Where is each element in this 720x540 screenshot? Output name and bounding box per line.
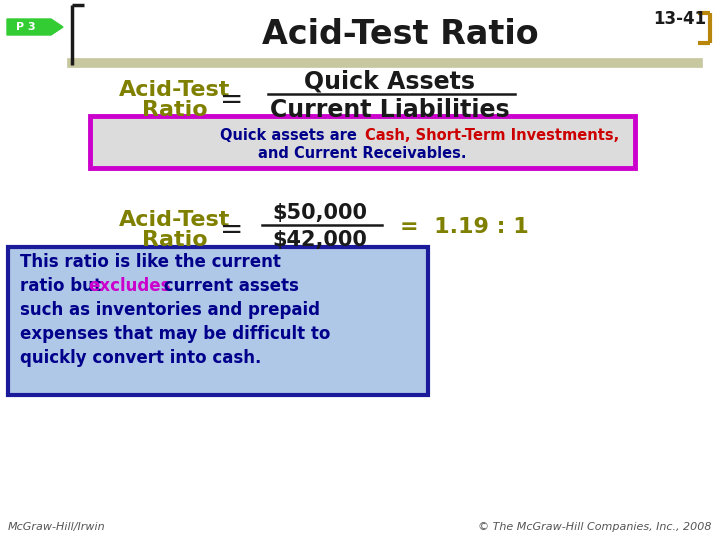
Text: Ratio: Ratio bbox=[142, 230, 208, 250]
Text: quickly convert into cash.: quickly convert into cash. bbox=[20, 349, 261, 367]
Text: $42,000: $42,000 bbox=[273, 230, 367, 250]
Text: Cash, Short-Term Investments,: Cash, Short-Term Investments, bbox=[365, 129, 619, 144]
Text: Quick assets are: Quick assets are bbox=[220, 129, 362, 144]
Text: 13-41: 13-41 bbox=[653, 10, 706, 28]
Bar bbox=[90, 116, 635, 168]
Text: $50,000: $50,000 bbox=[272, 203, 367, 223]
Text: =  1.19 : 1: = 1.19 : 1 bbox=[400, 217, 528, 237]
Text: ratio but: ratio but bbox=[20, 277, 107, 295]
Text: excludes: excludes bbox=[88, 277, 171, 295]
Text: current assets: current assets bbox=[158, 277, 299, 295]
Text: P 3: P 3 bbox=[16, 22, 36, 32]
Text: expenses that may be difficult to: expenses that may be difficult to bbox=[20, 325, 330, 343]
Text: Quick Assets: Quick Assets bbox=[305, 70, 475, 94]
Text: Current Liabilities: Current Liabilities bbox=[270, 98, 510, 122]
FancyArrow shape bbox=[7, 19, 63, 35]
Text: =: = bbox=[220, 86, 243, 114]
Text: © The McGraw-Hill Companies, Inc., 2008: © The McGraw-Hill Companies, Inc., 2008 bbox=[479, 522, 712, 532]
Text: This ratio is like the current: This ratio is like the current bbox=[20, 253, 281, 271]
Bar bbox=[8, 247, 428, 395]
Text: Acid-Test Ratio: Acid-Test Ratio bbox=[261, 18, 539, 51]
Text: Ratio: Ratio bbox=[142, 100, 208, 120]
Text: Acid-Test: Acid-Test bbox=[120, 210, 230, 230]
Text: and Current Receivables.: and Current Receivables. bbox=[258, 146, 467, 161]
Text: McGraw-Hill/Irwin: McGraw-Hill/Irwin bbox=[8, 522, 106, 532]
Text: =: = bbox=[220, 216, 243, 244]
Text: Acid-Test: Acid-Test bbox=[120, 80, 230, 100]
Text: such as inventories and prepaid: such as inventories and prepaid bbox=[20, 301, 320, 319]
